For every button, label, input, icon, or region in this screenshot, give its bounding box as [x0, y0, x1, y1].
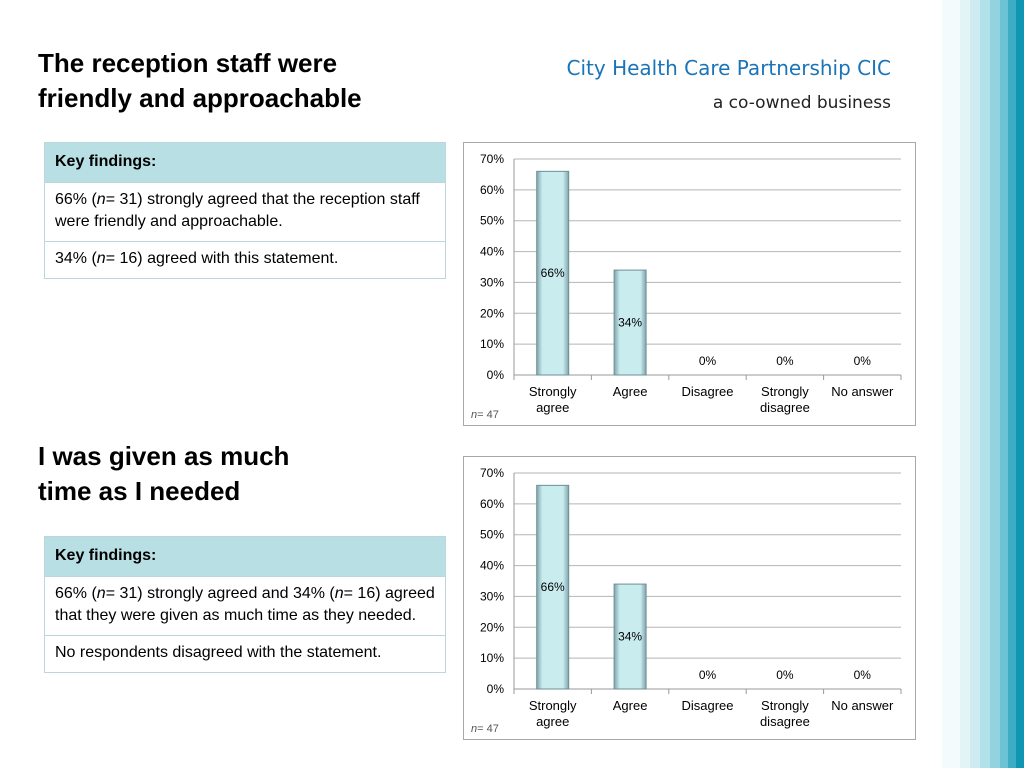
finding-var: n: [334, 585, 344, 602]
decorative-stripes: [942, 0, 1024, 768]
y-tick-label: 10%: [480, 337, 504, 351]
y-tick-label: 10%: [480, 651, 504, 665]
n-var: n: [471, 723, 478, 735]
key-findings-header: Key findings:: [44, 536, 446, 577]
data-label: 66%: [541, 266, 565, 280]
x-tick-label: agree: [536, 714, 569, 729]
x-tick-label: Strongly: [529, 698, 577, 713]
data-label: 0%: [699, 668, 717, 682]
y-tick-label: 30%: [480, 589, 504, 603]
section-1-title: The reception staff were friendly and ap…: [38, 46, 362, 116]
chart-1: 0% 10% 20% 30% 40% 50% 60% 70% 66% Strongly agree 3…: [463, 142, 916, 426]
finding-text: = 16) agreed with this statement.: [105, 250, 339, 267]
y-tick-label: 40%: [480, 245, 504, 259]
finding-var: n: [96, 250, 106, 267]
stripe: [1000, 0, 1008, 768]
key-findings-header: Key findings:: [44, 142, 446, 183]
y-tick-label: 0%: [487, 368, 505, 382]
chart-2: 0% 10% 20% 30% 40% 50% 60% 70% 66% Strongly agree 3…: [463, 456, 916, 740]
brand-name: City Health Care Partnership CIC: [566, 56, 891, 80]
stripe: [1016, 0, 1024, 768]
y-tick-label: 60%: [480, 497, 504, 511]
data-label: 0%: [776, 668, 794, 682]
x-tick-label: Strongly: [761, 384, 809, 399]
title-line: I was given as much: [38, 441, 290, 471]
y-tick-label: 60%: [480, 183, 504, 197]
y-tick-label: 50%: [480, 528, 504, 542]
bar-chart-1: 0%10%20%30%40%50%60%70%66%Stronglyagree3…: [480, 152, 902, 415]
stripe: [1008, 0, 1016, 768]
sample-size-note: n= 47: [471, 723, 499, 735]
stripe: [942, 0, 960, 768]
stripe: [960, 0, 970, 768]
x-tick-label: Strongly: [761, 698, 809, 713]
y-tick-label: 20%: [480, 620, 504, 634]
brand-tagline: a co-owned business: [712, 93, 891, 113]
y-tick-label: 20%: [480, 306, 504, 320]
finding-row: 34% (n= 16) agreed with this statement.: [44, 241, 446, 279]
data-label: 0%: [776, 354, 794, 368]
finding-text: 66% (: [55, 191, 97, 208]
x-tick-label: disagree: [760, 714, 810, 729]
title-line: time as I needed: [38, 476, 241, 506]
finding-text: = 31) strongly agreed that the reception…: [55, 191, 420, 230]
bar: [536, 484, 570, 690]
bar-chart-2: 0%10%20%30%40%50%60%70%66%Stronglyagree3…: [480, 466, 902, 729]
stripe: [990, 0, 1000, 768]
finding-var: n: [96, 585, 106, 602]
stripe: [980, 0, 990, 768]
finding-row: 66% (n= 31) strongly agreed that the rec…: [44, 182, 446, 242]
bar: [613, 583, 647, 690]
finding-text: 66% (: [55, 585, 97, 602]
x-tick-label: Agree: [613, 698, 648, 713]
section-2-title: I was given as much time as I needed: [38, 439, 289, 509]
finding-var: n: [96, 191, 106, 208]
finding-row: No respondents disagreed with the statem…: [44, 635, 446, 673]
finding-row: 66% (n= 31) strongly agreed and 34% (n= …: [44, 576, 446, 636]
finding-text: 34% (: [55, 250, 97, 267]
y-tick-label: 30%: [480, 275, 504, 289]
x-tick-label: disagree: [760, 400, 810, 415]
bar: [536, 170, 570, 376]
x-tick-label: No answer: [831, 698, 894, 713]
x-tick-label: Strongly: [529, 384, 577, 399]
y-tick-label: 70%: [480, 152, 504, 166]
title-line: friendly and approachable: [38, 83, 362, 113]
x-tick-label: agree: [536, 400, 569, 415]
x-tick-label: Disagree: [681, 384, 733, 399]
x-tick-label: Agree: [613, 384, 648, 399]
data-label: 66%: [541, 580, 565, 594]
y-tick-label: 70%: [480, 466, 504, 480]
sample-size-note: n= 47: [471, 409, 499, 421]
data-label: 34%: [618, 316, 642, 330]
data-label: 0%: [699, 354, 717, 368]
key-findings-table-1: Key findings: 66% (n= 31) strongly agree…: [44, 142, 446, 279]
y-tick-label: 50%: [480, 214, 504, 228]
x-tick-label: No answer: [831, 384, 894, 399]
stripe: [970, 0, 980, 768]
data-label: 34%: [618, 630, 642, 644]
bar: [613, 269, 647, 376]
title-line: The reception staff were: [38, 48, 338, 78]
x-tick-label: Disagree: [681, 698, 733, 713]
data-label: 0%: [854, 668, 872, 682]
data-label: 0%: [854, 354, 872, 368]
n-value: = 47: [477, 409, 499, 421]
key-findings-table-2: Key findings: 66% (n= 31) strongly agree…: [44, 536, 446, 673]
finding-text: = 31) strongly agreed and 34% (: [105, 585, 335, 602]
n-var: n: [471, 409, 478, 421]
n-value: = 47: [477, 723, 499, 735]
finding-text: = 16) agreed that they were given as muc…: [55, 585, 435, 624]
y-tick-label: 40%: [480, 559, 504, 573]
finding-text: No respondents disagreed with the statem…: [55, 644, 382, 661]
y-tick-label: 0%: [487, 682, 505, 696]
